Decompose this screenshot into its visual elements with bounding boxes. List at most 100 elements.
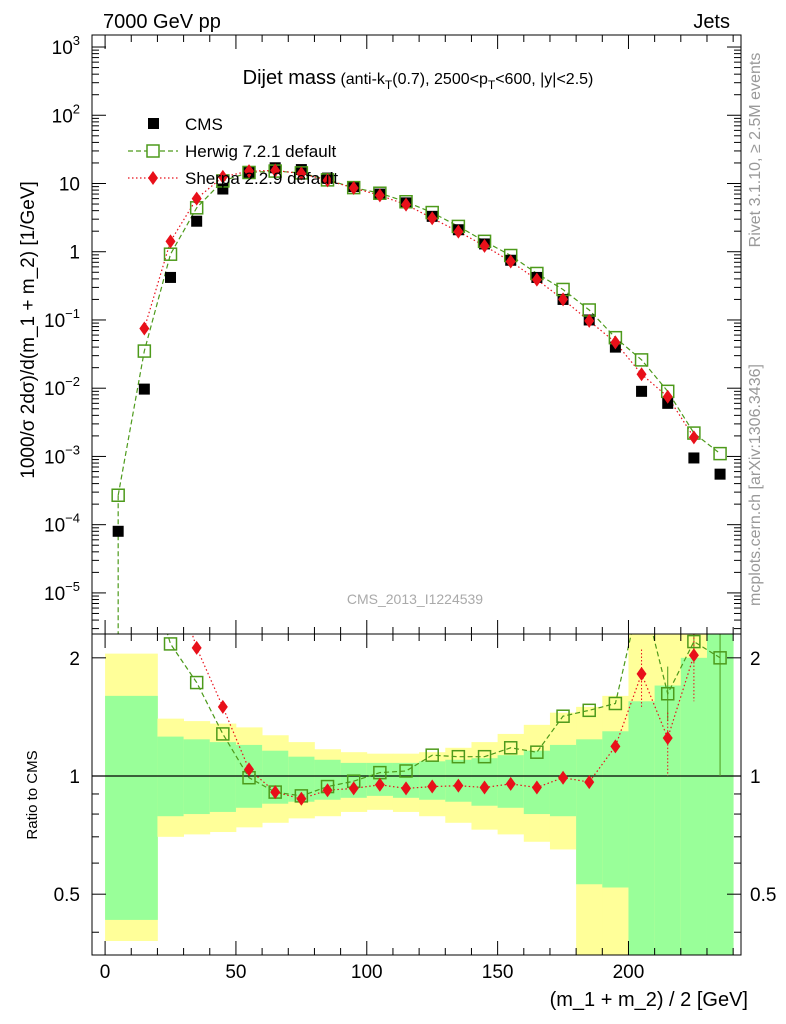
herwig-point (137, 344, 152, 358)
herwig-ratio-point (582, 703, 596, 718)
ratio-curves (163, 583, 727, 806)
ratio-band-green (105, 695, 158, 920)
ratio-band-green (628, 701, 656, 955)
sherpa-ratio-point (427, 779, 438, 794)
x-tick-label: 150 (482, 962, 514, 983)
x-tick-label: 50 (225, 962, 246, 983)
legend-label-sherpa: Sherpa 2.2.9 default (185, 169, 338, 188)
sherpa-ratio-point (348, 781, 359, 796)
herwig-ratio-point (451, 749, 466, 764)
sherpa-ratio-point (453, 778, 464, 793)
sherpa-point (636, 367, 647, 382)
sherpa-point (584, 313, 595, 328)
ratio-panel: 0.5 0.5 1 1 2 2 0 50 100 150 200 Ratio to CMS (m_… (24, 583, 776, 1011)
x-tick-label: 200 (613, 962, 645, 983)
main-y-tick-base: 10 (59, 174, 80, 195)
sherpa-ratio-point (558, 770, 569, 785)
x-tick-label: 0 (100, 962, 111, 983)
herwig-point (163, 247, 178, 261)
sherpa-ratio-point (688, 648, 699, 663)
x-tick-label: 100 (351, 962, 383, 983)
main-y-tick-base: 10 (44, 447, 65, 468)
herwig-ratio-line (166, 634, 721, 797)
main-y-tick-base: 1 (69, 243, 80, 264)
sherpa-point (662, 389, 673, 404)
main-y-tick-exp: −3 (65, 442, 80, 457)
sherpa-ratio-point (584, 775, 595, 790)
ratio-band-green (680, 657, 708, 955)
main-y-tick-label: 102 (52, 101, 80, 127)
ratio-band-green (183, 739, 211, 815)
main-title-cuts-a: (anti-k (340, 71, 385, 88)
sherpa-point (401, 197, 412, 212)
herwig-ratio-point (373, 765, 387, 780)
ratio-y-tick-label-right: 0.5 (750, 885, 776, 906)
ratio-uncertainty-bands (105, 634, 734, 955)
herwig-ratio-point (636, 583, 648, 595)
sherpa-point (270, 163, 281, 178)
sherpa-point (531, 272, 542, 287)
herwig-ratio-point (163, 637, 178, 651)
legend-label-herwig: Herwig 7.2.1 default (185, 142, 336, 161)
sherpa-point (217, 169, 228, 184)
sherpa-point (688, 430, 699, 445)
watermark: CMS_2013_I1224539 (347, 591, 483, 607)
x-axis-label: (m_1 + m_2) / 2 [GeV] (550, 989, 748, 1011)
energy-label: 7000 GeV pp (103, 11, 221, 33)
cms-point (714, 468, 726, 480)
sherpa-ratio-point (531, 780, 542, 795)
main-y-tick-label: 1 (69, 243, 80, 264)
main-y-tick-label: 10−3 (44, 442, 80, 468)
sherpa-ratio-point (322, 783, 333, 798)
sherpa-point (139, 321, 150, 336)
sherpa-point (558, 292, 569, 307)
ratio-y-tick-label-left: 0.5 (54, 885, 80, 906)
herwig-point (111, 488, 125, 502)
main-title-cuts-sub1: T (385, 78, 393, 92)
main-y-tick-base: 10 (44, 516, 65, 537)
main-title-cuts-sub2: T (488, 78, 496, 92)
cms-point (138, 383, 150, 395)
main-y-tick-exp: −5 (65, 579, 80, 594)
mcplots-label: mcplots.cern.ch [arXiv:1306.3436] (747, 364, 764, 606)
category-label: Jets (693, 11, 730, 33)
sherpa-ratio-point (296, 791, 307, 806)
main-y-tick-label: 10−4 (44, 511, 80, 537)
ratio-y-tick-label-left: 1 (69, 767, 80, 788)
herwig-line (117, 170, 721, 496)
herwig-ratio-point (660, 687, 675, 701)
sherpa-point (191, 191, 202, 206)
cms-point (191, 215, 203, 227)
ratio-y-tick-label-right: 1 (750, 767, 761, 788)
main-y-tick-label: 103 (52, 33, 80, 59)
main-y-tick-label: 10−2 (44, 374, 80, 400)
ratio-band-green (602, 731, 629, 888)
main-y-tick-base: 10 (44, 311, 65, 332)
main-y-label: 1000/σ 2dσ)/d(m_1 + m_2) [1/GeV] (18, 181, 39, 479)
sherpa-line (143, 169, 695, 438)
sherpa-ratio-point (610, 739, 621, 754)
herwig-ratio-point (530, 745, 544, 759)
main-y-tick-base: 10 (52, 106, 73, 127)
sherpa-ratio-point (479, 780, 490, 795)
sherpa-ratio-point (636, 666, 647, 681)
main-y-tick-exp: 3 (73, 33, 80, 48)
herwig-ratio-point (477, 749, 492, 764)
herwig-ratio-point (399, 764, 413, 778)
herwig-point (634, 353, 649, 367)
rivet-version-label: Rivet 3.1.10, ≥ 2.5M events (747, 53, 764, 248)
main-y-tick-base: 10 (44, 379, 65, 400)
sherpa-point (479, 238, 490, 253)
sherpa-point (505, 254, 516, 269)
main-y-tick-base: 10 (52, 38, 73, 59)
main-y-tick-label: 10 (59, 174, 80, 195)
legend-marker-cms (148, 118, 159, 129)
sherpa-point (427, 211, 438, 226)
ratio-band-green (209, 742, 237, 812)
main-x-axis (104, 35, 734, 634)
main-y-tick-exp: −4 (65, 511, 80, 526)
legend: CMS Herwig 7.2.1 default Sherpa 2.2.9 de… (128, 115, 338, 188)
main-title-main: Dijet mass (243, 67, 336, 89)
ratio-band-green (576, 739, 603, 885)
sherpa-ratio-point (662, 730, 673, 745)
